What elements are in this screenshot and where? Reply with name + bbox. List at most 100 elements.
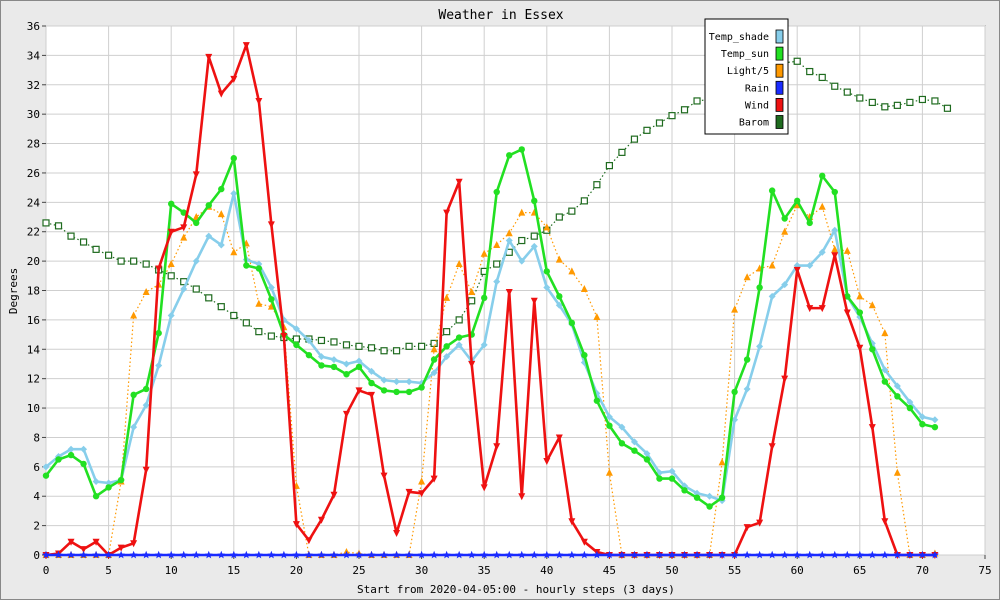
data-point xyxy=(455,341,463,349)
data-point xyxy=(493,260,501,268)
data-point xyxy=(380,550,389,559)
data-point xyxy=(505,229,513,237)
data-point xyxy=(580,285,588,293)
data-point xyxy=(918,95,927,104)
data-point xyxy=(781,215,788,222)
data-point xyxy=(793,57,801,65)
data-point xyxy=(317,353,325,361)
series-line xyxy=(45,192,936,502)
data-point xyxy=(168,200,175,208)
data-point xyxy=(393,388,400,396)
data-point xyxy=(255,328,263,336)
data-point xyxy=(555,213,563,221)
data-point xyxy=(255,97,263,105)
y-tick-label: 18 xyxy=(27,285,40,298)
data-point xyxy=(567,550,576,559)
data-point xyxy=(368,379,375,387)
data-point xyxy=(355,342,363,350)
data-point xyxy=(668,112,676,120)
data-point xyxy=(656,475,663,482)
data-point xyxy=(343,371,350,378)
data-point xyxy=(192,550,201,559)
y-tick-label: 24 xyxy=(27,196,41,209)
y-tick-label: 22 xyxy=(27,226,40,239)
data-point xyxy=(530,232,538,240)
data-point xyxy=(493,188,500,196)
data-point xyxy=(405,378,413,386)
data-point xyxy=(418,490,426,498)
data-point xyxy=(618,148,626,156)
data-point xyxy=(693,550,702,559)
data-point xyxy=(205,294,213,302)
data-point xyxy=(818,202,826,210)
data-point xyxy=(731,416,739,424)
data-point xyxy=(918,550,927,559)
data-point xyxy=(355,363,363,371)
y-tick-label: 14 xyxy=(27,343,41,356)
data-point xyxy=(218,185,225,193)
data-point xyxy=(844,293,851,300)
data-point xyxy=(905,550,914,559)
data-point xyxy=(267,221,275,229)
data-point xyxy=(906,404,914,412)
data-point xyxy=(605,468,613,476)
legend: Temp_shade Temp_sun Light/5 Rain Wind Barom xyxy=(704,18,789,135)
data-point xyxy=(142,550,151,559)
data-point xyxy=(368,367,376,375)
data-point xyxy=(543,457,551,465)
data-point xyxy=(580,197,588,205)
data-point xyxy=(142,385,150,393)
legend-box xyxy=(704,18,789,135)
data-point xyxy=(80,445,88,453)
data-point xyxy=(530,297,538,305)
data-point xyxy=(130,423,138,431)
data-point xyxy=(543,223,551,231)
data-point xyxy=(367,550,376,559)
data-point xyxy=(117,544,125,552)
data-point xyxy=(517,550,526,559)
data-point xyxy=(229,550,238,559)
data-point xyxy=(80,460,87,468)
data-point xyxy=(568,518,576,526)
y-tick-label: 16 xyxy=(27,314,40,327)
data-point xyxy=(518,208,526,216)
data-point xyxy=(193,219,200,227)
x-tick-label: 75 xyxy=(978,564,991,577)
data-point xyxy=(831,245,839,253)
data-point xyxy=(843,309,851,317)
data-point xyxy=(693,494,701,501)
data-point xyxy=(480,550,489,559)
data-point xyxy=(329,550,338,559)
data-point xyxy=(881,518,889,526)
data-point xyxy=(417,550,426,559)
data-point xyxy=(856,344,864,352)
data-point xyxy=(330,338,338,346)
data-point xyxy=(568,267,576,275)
data-point xyxy=(380,472,388,480)
data-point xyxy=(668,475,676,482)
data-point xyxy=(543,284,551,292)
x-tick-label: 5 xyxy=(105,564,112,577)
data-point xyxy=(642,550,651,559)
data-point xyxy=(80,546,88,554)
data-point xyxy=(180,285,188,293)
data-point xyxy=(605,413,613,421)
data-point xyxy=(192,171,200,179)
y-tick-label: 8 xyxy=(33,431,40,444)
data-point xyxy=(155,361,163,369)
data-point xyxy=(556,293,563,300)
data-point xyxy=(443,343,450,350)
data-point xyxy=(317,516,325,524)
data-point xyxy=(205,53,213,61)
data-point xyxy=(630,135,639,143)
data-point xyxy=(167,260,175,268)
data-point xyxy=(893,382,901,390)
data-point xyxy=(380,347,388,355)
data-point xyxy=(830,550,839,559)
data-point xyxy=(480,341,488,349)
data-point xyxy=(418,384,425,391)
data-point xyxy=(430,550,439,559)
data-point xyxy=(342,360,350,368)
data-point xyxy=(42,219,50,227)
data-point xyxy=(718,458,726,466)
